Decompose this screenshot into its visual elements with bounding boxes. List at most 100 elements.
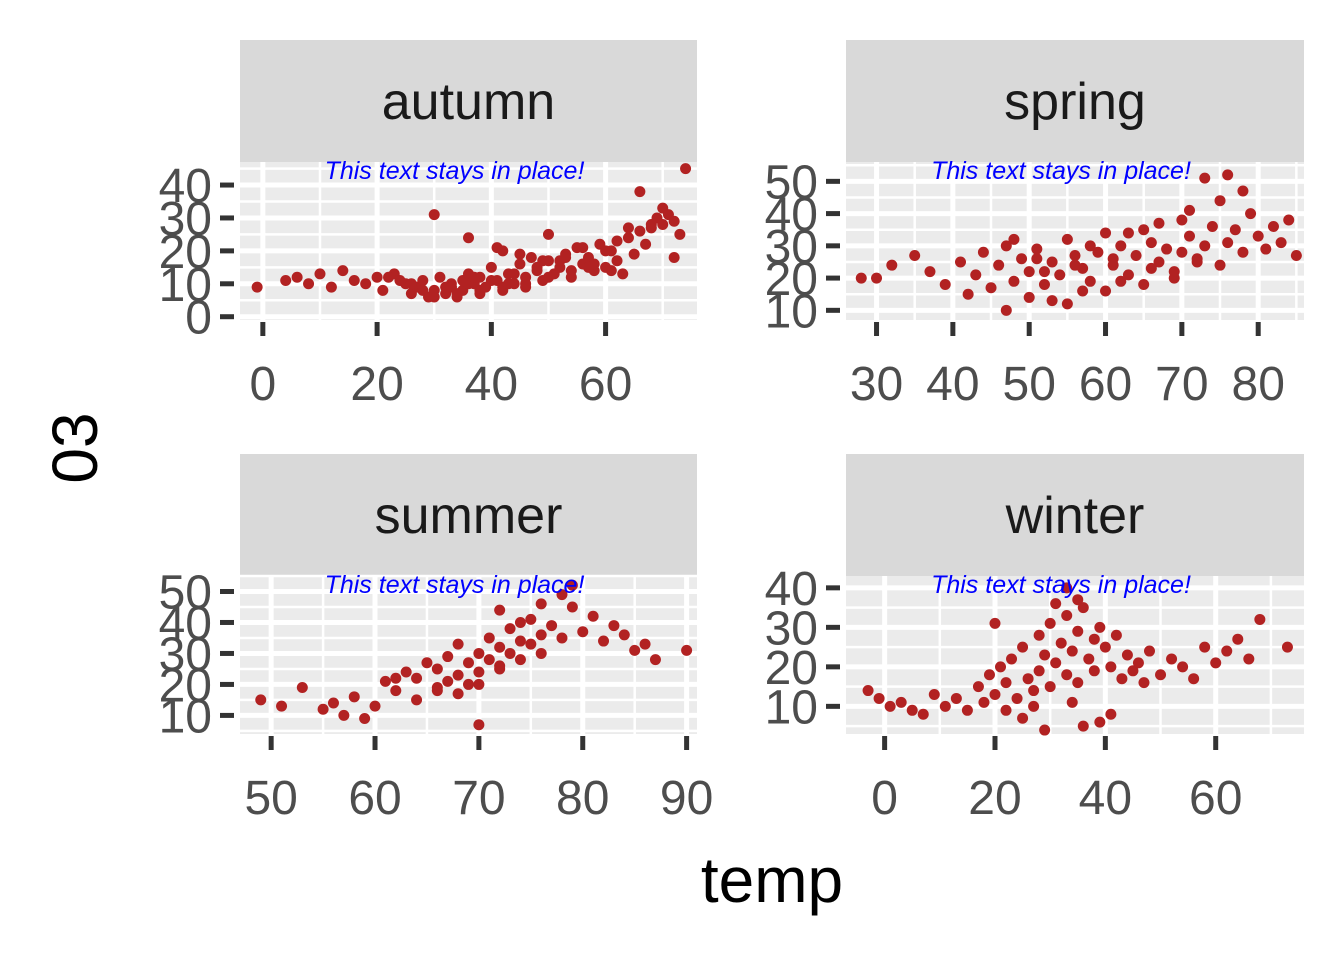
data-point — [1145, 262, 1157, 274]
data-point — [1046, 256, 1058, 268]
x-axis-label: temp — [701, 844, 843, 916]
data-point — [1166, 653, 1178, 665]
data-point — [1115, 240, 1127, 252]
data-point — [485, 275, 497, 286]
data-point — [371, 271, 383, 283]
data-point — [1184, 230, 1195, 242]
data-point — [502, 278, 514, 290]
data-point — [871, 272, 883, 284]
x-tick-label: 60 — [348, 772, 401, 825]
data-point — [862, 685, 874, 697]
data-point — [1072, 625, 1084, 637]
data-point — [428, 209, 440, 221]
data-point — [1031, 253, 1043, 265]
data-point — [1229, 224, 1241, 236]
data-point — [1055, 637, 1067, 649]
data-point — [546, 620, 558, 632]
data-point — [1100, 285, 1112, 297]
data-point — [1222, 237, 1234, 249]
data-point — [1022, 673, 1034, 685]
data-point — [577, 626, 589, 638]
x-tick-label: 40 — [926, 358, 979, 411]
data-point — [622, 222, 634, 234]
facet-strip-label: summer — [375, 487, 563, 545]
data-point — [1184, 204, 1195, 216]
data-point — [1038, 279, 1050, 291]
x-tick-label: 50 — [1003, 358, 1056, 411]
data-point — [390, 685, 402, 697]
data-point — [1044, 681, 1056, 693]
y-tick-label: 20 — [159, 659, 212, 712]
data-point — [428, 291, 440, 303]
data-point — [1153, 256, 1165, 268]
y-tick-label: 0 — [185, 292, 212, 345]
data-point — [598, 635, 610, 647]
data-point — [431, 685, 443, 697]
x-tick-label: 80 — [1232, 358, 1285, 411]
data-point — [886, 259, 898, 271]
data-point — [1221, 645, 1233, 657]
data-point — [1100, 227, 1112, 239]
facet-strip — [240, 40, 697, 162]
data-point — [895, 696, 907, 708]
data-point — [566, 579, 578, 591]
data-point — [577, 242, 589, 254]
data-point — [924, 266, 936, 278]
data-point — [611, 255, 623, 267]
data-point — [1017, 641, 1029, 653]
y-tick-label: 10 — [765, 285, 818, 338]
data-point — [280, 275, 292, 286]
data-point — [1069, 250, 1081, 262]
data-point — [1039, 724, 1051, 736]
data-point — [1275, 237, 1287, 249]
data-point — [645, 219, 657, 231]
data-point — [1077, 720, 1089, 732]
y-tick-label: 10 — [765, 681, 818, 734]
data-point — [520, 278, 532, 290]
data-point — [668, 215, 680, 227]
data-point — [525, 638, 537, 650]
data-point — [1105, 661, 1117, 673]
data-point — [514, 654, 526, 666]
data-point — [1199, 240, 1211, 252]
data-point — [1155, 669, 1167, 681]
data-point — [1138, 279, 1150, 291]
data-point — [494, 604, 506, 616]
data-point — [434, 271, 446, 283]
y-tick-label: 20 — [159, 226, 212, 279]
facet-strip-label: spring — [1004, 73, 1146, 131]
data-point — [1214, 195, 1226, 207]
data-point — [1107, 253, 1119, 265]
data-point — [1061, 298, 1073, 310]
data-point — [1176, 214, 1188, 226]
y-tick-label: 20 — [765, 642, 818, 695]
facet-strip-label: winter — [1005, 487, 1145, 545]
data-point — [1283, 214, 1295, 226]
data-point — [1054, 269, 1066, 281]
data-point — [491, 242, 503, 254]
data-point — [582, 261, 594, 273]
facet-strip — [240, 454, 697, 576]
data-point — [1061, 233, 1073, 245]
data-point — [431, 663, 443, 675]
data-point — [514, 258, 526, 270]
data-point — [504, 647, 516, 659]
data-point — [884, 700, 896, 712]
data-point — [639, 638, 651, 650]
data-point — [1008, 275, 1020, 287]
data-point — [337, 265, 349, 277]
data-point — [1210, 657, 1222, 669]
data-point — [628, 248, 640, 260]
data-point — [961, 704, 973, 716]
data-point — [1252, 230, 1264, 242]
data-point — [348, 691, 360, 703]
data-point — [452, 669, 464, 681]
y-tick-label: 10 — [159, 259, 212, 312]
data-point — [535, 629, 547, 641]
data-point — [291, 271, 303, 283]
data-point — [379, 675, 391, 687]
data-point — [587, 610, 599, 622]
data-point — [494, 663, 506, 675]
data-point — [855, 272, 867, 284]
